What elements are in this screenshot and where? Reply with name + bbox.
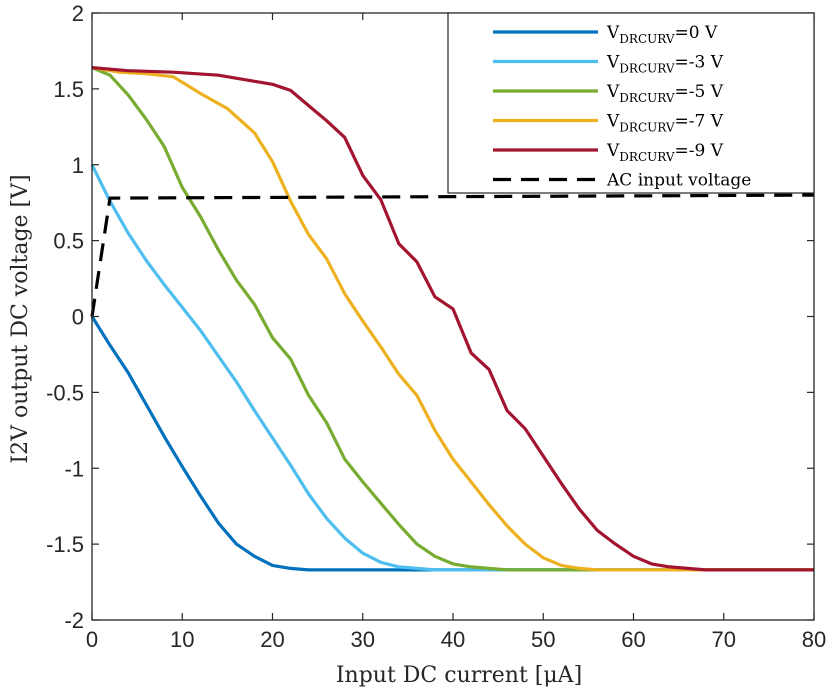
y-tick-label: 1 bbox=[72, 153, 84, 178]
series-line-1 bbox=[90, 315, 814, 572]
x-tick-label: 0 bbox=[86, 627, 98, 652]
series-line-5 bbox=[91, 66, 814, 572]
x-tick-label: 30 bbox=[351, 627, 375, 652]
y-tick-label: 0 bbox=[72, 305, 84, 330]
x-tick-label: 80 bbox=[802, 627, 826, 652]
series-line-2 bbox=[90, 164, 814, 572]
series-layer bbox=[90, 66, 815, 572]
legend-label-6: AC input voltage bbox=[606, 171, 751, 191]
y-tick-label: -0.5 bbox=[46, 380, 84, 405]
y-tick-label: 2 bbox=[72, 1, 84, 26]
y-tick-label: -1.5 bbox=[46, 532, 84, 557]
x-axis-label: Input DC current [μA] bbox=[336, 663, 582, 688]
y-axis-label: I2V output DC voltage [V] bbox=[8, 174, 33, 463]
axes-layer: 0 10 20 30 40 50 60 70 80 2 1.5 1 0.5 0 -0.5 -1 -1.5 -2 bbox=[46, 1, 826, 652]
x-tick-label: 20 bbox=[260, 627, 284, 652]
x-tick-label: 50 bbox=[531, 627, 555, 652]
legend-label-1: VDRCURV=0 V bbox=[606, 23, 718, 46]
x-tick-label: 10 bbox=[170, 627, 194, 652]
series-line-6 bbox=[90, 193, 815, 317]
x-tick-label: 40 bbox=[441, 627, 465, 652]
legend-label-3: VDRCURV=-5 V bbox=[606, 82, 724, 105]
legend: VDRCURV=0 V VDRCURV=-3 V VDRCURV=-5 V VDRCU… bbox=[447, 12, 815, 194]
y-tick-label: 1.5 bbox=[53, 77, 84, 102]
series-line-4 bbox=[91, 66, 814, 572]
y-tick-label: -1 bbox=[64, 456, 84, 481]
x-tick-label: 60 bbox=[621, 627, 645, 652]
x-tick-label: 70 bbox=[712, 627, 736, 652]
y-tick-label: 0.5 bbox=[53, 229, 84, 254]
y-tick-label: -2 bbox=[64, 608, 84, 633]
series-line-3 bbox=[91, 66, 814, 572]
legend-box bbox=[447, 12, 815, 194]
legend-label-4: VDRCURV=-7 V bbox=[606, 112, 724, 135]
legend-label-5: VDRCURV=-9 V bbox=[606, 141, 724, 164]
legend-label-2: VDRCURV=-3 V bbox=[606, 53, 724, 76]
